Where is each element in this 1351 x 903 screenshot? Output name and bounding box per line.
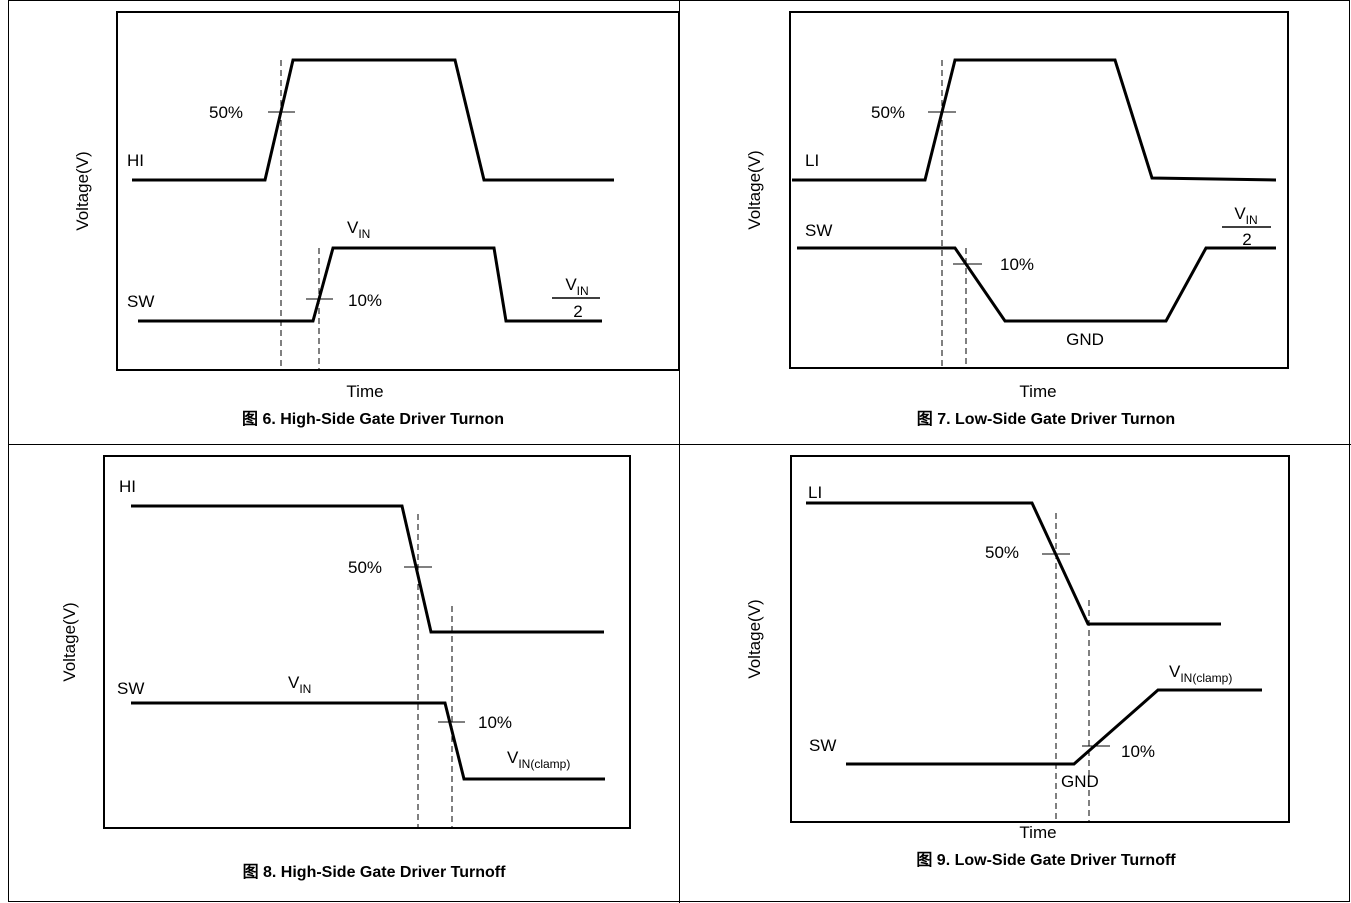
fig9-xlabel: Time: [1019, 823, 1056, 842]
fig7-caption: 图 7. Low-Side Gate Driver Turnon: [917, 410, 1175, 428]
fig8-vclamp-label: VIN(clamp): [507, 748, 570, 771]
fig8-10pct-label: 10%: [478, 713, 512, 732]
fig9-plot-frame: [790, 455, 1290, 823]
fig6-hi-waveform: [132, 58, 614, 182]
figure-9-low-side-turnoff: Voltage(V) Time 图 9. Low-Side Gate Drive…: [745, 455, 1290, 869]
fig6-10pct-label: 10%: [348, 291, 382, 310]
fig6-vin-label: VIN: [347, 218, 370, 241]
fig9-vclamp-label: VIN(clamp): [1169, 662, 1232, 685]
fig6-50pct-label: 50%: [209, 103, 243, 122]
fig7-sw-waveform: [797, 246, 1276, 323]
fig6-vin-half-fraction: VIN 2: [552, 275, 600, 321]
fig8-sw-label: SW: [117, 679, 144, 698]
fig9-10pct-label: 10%: [1121, 742, 1155, 761]
fig9-gnd-label: GND: [1061, 772, 1099, 791]
fig9-50pct-label: 50%: [985, 543, 1019, 562]
fig6-sw-label: SW: [127, 292, 154, 311]
fig7-50pct-label: 50%: [871, 103, 905, 122]
fig7-ylabel: Voltage(V): [745, 150, 764, 229]
fig8-caption: 图 8. High-Side Gate Driver Turnoff: [243, 863, 507, 881]
fig8-50pct-label: 50%: [348, 558, 382, 577]
fig6-plot-frame: [116, 11, 680, 371]
fig8-plot-frame: [103, 455, 631, 829]
fig7-li-label: LI: [805, 151, 819, 170]
fig9-sw-label: SW: [809, 736, 836, 755]
fig6-xlabel: Time: [346, 382, 383, 401]
figure-8-high-side-turnoff: Voltage(V) 图 8. High-Side Gate Driver Tu…: [60, 455, 631, 881]
fig6-ylabel: Voltage(V): [73, 151, 92, 230]
fig6-sw-waveform: [138, 246, 602, 323]
fig7-plot-frame: [789, 11, 1289, 369]
fig9-caption: 图 9. Low-Side Gate Driver Turnoff: [916, 851, 1176, 869]
fig7-li-waveform: [792, 58, 1277, 182]
fig9-li-label: LI: [808, 483, 822, 502]
fig7-xlabel: Time: [1019, 382, 1056, 401]
fig6-hi-label: HI: [127, 151, 144, 170]
fig8-ylabel: Voltage(V): [60, 602, 79, 681]
fig9-li-waveform: [806, 501, 1221, 626]
fig7-frac-denominator: 2: [1242, 230, 1251, 249]
fig8-vin-label: VIN: [288, 673, 311, 696]
fig6-frac-numerator: VIN: [565, 275, 588, 298]
fig8-hi-label: HI: [119, 477, 136, 496]
figure-7-low-side-turnon: Voltage(V) Time 图 7. Low-Side Gate Drive…: [745, 11, 1289, 428]
fig8-hi-waveform: [131, 504, 604, 634]
fig7-vin-half-fraction: VIN 2: [1222, 204, 1271, 249]
figure-6-high-side-turnon: Voltage(V) Time 图 6. High-Side Gate Driv…: [73, 11, 680, 428]
fig7-10pct-label: 10%: [1000, 255, 1034, 274]
fig8-sw-waveform: [131, 701, 605, 781]
fig6-caption: 图 6. High-Side Gate Driver Turnon: [242, 410, 504, 428]
fig9-sw-waveform: [846, 688, 1262, 766]
fig7-gnd-label: GND: [1066, 330, 1104, 349]
fig9-ylabel: Voltage(V): [745, 599, 764, 678]
fig7-frac-numerator: VIN: [1234, 204, 1257, 227]
fig7-sw-label: SW: [805, 221, 832, 240]
fig6-frac-denominator: 2: [573, 302, 582, 321]
